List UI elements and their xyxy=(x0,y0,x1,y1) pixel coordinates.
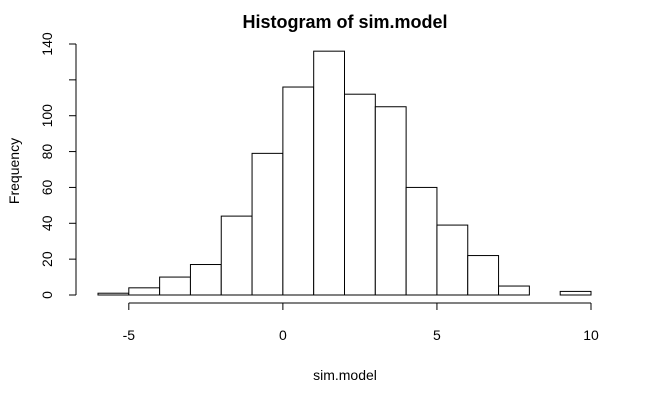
histogram-bar-9 xyxy=(374,106,407,296)
bars-group xyxy=(97,50,592,296)
histogram-bar-1 xyxy=(128,287,161,296)
histogram-bar-3 xyxy=(189,264,222,296)
x-axis-label: sim.model xyxy=(313,367,377,383)
histogram-bar-12 xyxy=(467,255,500,296)
x-axis: -5 0 5 10 xyxy=(123,302,599,343)
y-tick-label: 100 xyxy=(39,104,55,128)
y-axis: 0 20 40 60 80 100 140 xyxy=(39,32,77,299)
y-axis-label: Frequency xyxy=(6,138,22,204)
chart-title: Histogram of sim.model xyxy=(242,12,447,32)
histogram-bar-2 xyxy=(159,276,191,296)
y-tick-label: 40 xyxy=(39,215,55,231)
x-tick-label: -5 xyxy=(123,327,136,343)
y-tick-label: 80 xyxy=(39,144,55,160)
x-tick-label: 5 xyxy=(433,327,441,343)
histogram-bar-10 xyxy=(405,186,438,296)
y-tick-label: 20 xyxy=(39,251,55,267)
y-tick-label: 140 xyxy=(39,32,55,56)
histogram-bar-13 xyxy=(498,285,530,296)
histogram-bar-7 xyxy=(313,50,346,296)
histogram-bar-5 xyxy=(251,152,284,296)
histogram-bar-0 xyxy=(97,292,130,296)
y-tick-label: 60 xyxy=(39,179,55,195)
histogram-bar-4 xyxy=(220,215,253,296)
histogram-bar-8 xyxy=(344,93,376,296)
y-tick-label: 0 xyxy=(39,291,55,299)
histogram-bar-15 xyxy=(559,290,592,296)
x-tick-label: 10 xyxy=(583,327,599,343)
histogram-bar-6 xyxy=(282,86,315,296)
histogram-bar-11 xyxy=(436,224,469,296)
x-tick-label: 0 xyxy=(279,327,287,343)
